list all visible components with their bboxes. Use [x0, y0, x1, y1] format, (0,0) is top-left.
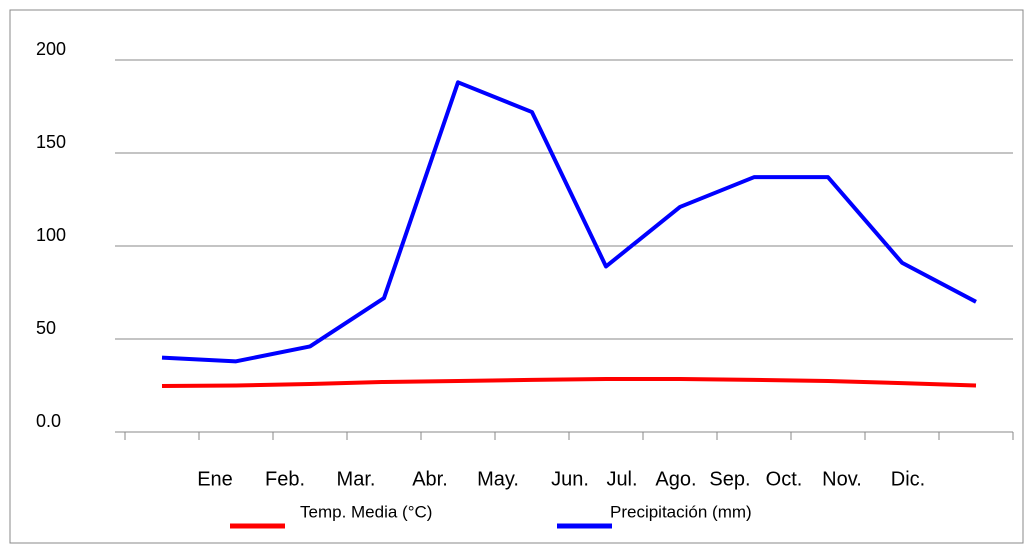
series-line [161, 80, 977, 364]
y-tick-label: 0.0 [36, 411, 61, 431]
x-tick-label: Abr. [412, 468, 448, 490]
y-tick-label: 150 [36, 132, 66, 152]
x-tick-label: Jul. [606, 468, 637, 490]
x-tick-label: May. [477, 468, 519, 490]
x-tick-label: Ene [197, 468, 233, 490]
y-tick-label: 100 [36, 225, 66, 245]
y-tick-label: 50 [36, 318, 56, 338]
x-tick-label: Jun. [551, 468, 589, 490]
x-tick-label: Sep. [709, 468, 750, 490]
x-tick-label: Feb. [265, 468, 305, 490]
x-tick-label: Nov. [822, 468, 862, 490]
chart-border [9, 9, 1024, 544]
series-line [161, 376, 977, 389]
x-tick-label: Ago. [655, 468, 696, 490]
legend-label: Precipitación (mm) [610, 502, 752, 521]
x-tick-label: Dic. [891, 468, 925, 490]
y-tick-label: 200 [36, 39, 66, 59]
x-tick-label: Oct. [766, 468, 803, 490]
legend-label: Temp. Media (°C) [300, 502, 432, 521]
x-tick-label: Mar. [337, 468, 376, 490]
